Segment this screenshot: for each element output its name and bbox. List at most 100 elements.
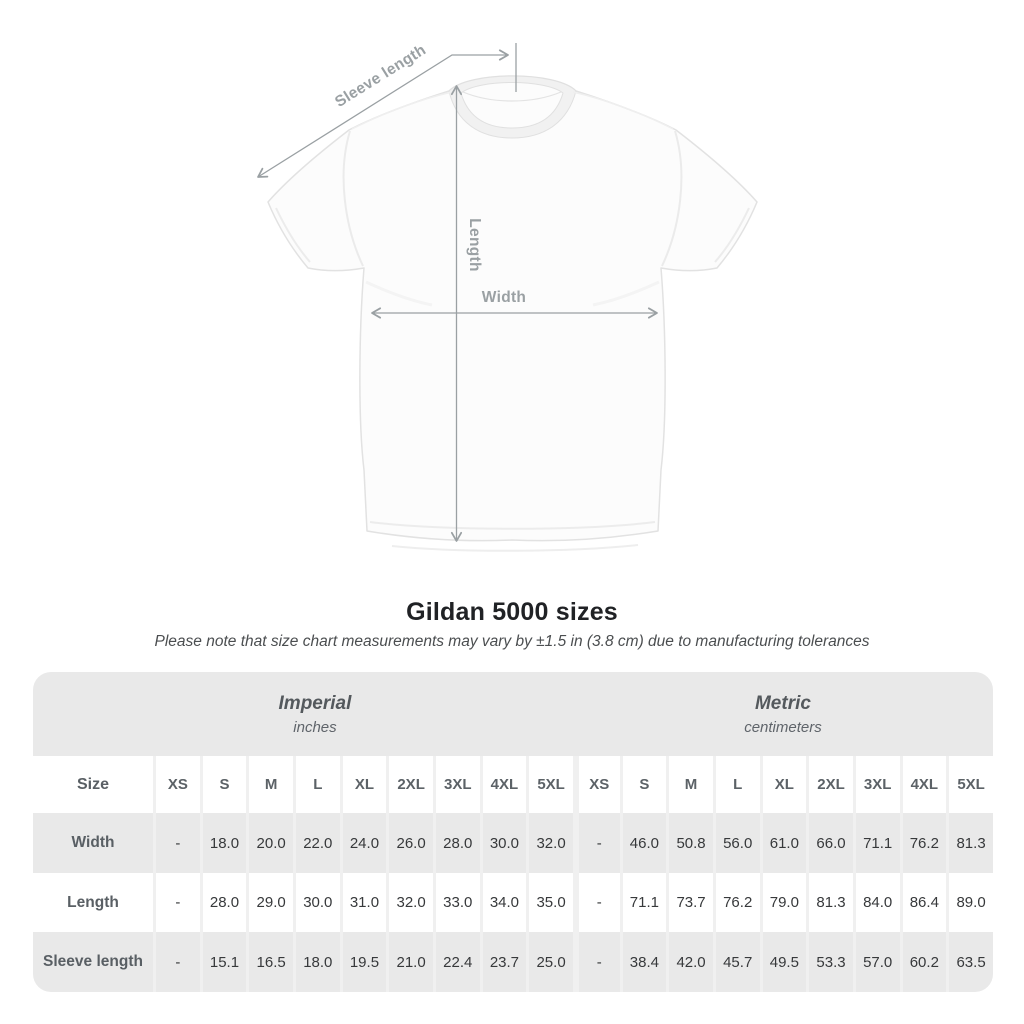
col-header-metric-3xl: 3XL (852, 756, 900, 813)
col-header-size: Size (33, 756, 153, 813)
imperial-label: Imperial (278, 692, 352, 714)
cell-value: 31.0 (339, 873, 387, 932)
cell-value: 32.0 (386, 873, 433, 932)
row-label-sleeve-length: Sleeve length (33, 932, 153, 992)
imperial-unit: inches (293, 718, 337, 736)
size-chart-table: Imperial inches Metric centimeters Size … (33, 672, 993, 992)
cell-value: 35.0 (526, 873, 573, 932)
size-table: Imperial inches Metric centimeters Size … (33, 672, 993, 992)
cell-value: 33.0 (432, 873, 480, 932)
cell-value: 19.5 (339, 932, 387, 992)
cell-value: 15.1 (199, 932, 247, 992)
cell-value: 22.0 (292, 813, 340, 873)
cell-value: 26.0 (386, 813, 433, 873)
cell-value: 50.8 (666, 813, 713, 873)
cell-value: 16.5 (246, 932, 293, 992)
cell-value: - (153, 873, 200, 932)
col-header-imperial-2xl: 2XL (386, 756, 433, 813)
row-label-width: Width (33, 813, 153, 873)
cell-value: 63.5 (946, 932, 993, 992)
cell-value: - (572, 813, 620, 873)
cell-value: 81.3 (806, 873, 853, 932)
cell-value: 25.0 (526, 932, 573, 992)
group-header-imperial: Imperial inches (33, 672, 573, 756)
cell-value: 86.4 (899, 873, 947, 932)
column-header-row: Size XS S M L XL 2XL 3XL 4XL 5XL XS S M … (33, 756, 993, 813)
cell-value: 73.7 (666, 873, 713, 932)
cell-value: 22.4 (432, 932, 480, 992)
group-header-row: Imperial inches Metric centimeters (33, 672, 993, 756)
col-header-imperial-xl: XL (339, 756, 387, 813)
cell-value: 81.3 (946, 813, 993, 873)
cell-value: 21.0 (386, 932, 433, 992)
cell-value: 89.0 (946, 873, 993, 932)
tolerance-note: Please note that size chart measurements… (154, 633, 870, 650)
cell-value: 66.0 (806, 813, 853, 873)
col-header-metric-4xl: 4XL (899, 756, 947, 813)
cell-value: 46.0 (619, 813, 667, 873)
hem-stitch (369, 521, 656, 530)
armhole-seam-right (661, 130, 683, 267)
width-label: Width (482, 289, 526, 306)
cell-value: 79.0 (759, 873, 807, 932)
col-header-metric-l: L (712, 756, 760, 813)
wrinkle-right (592, 280, 660, 307)
cell-value: - (572, 932, 620, 992)
cell-value: 56.0 (712, 813, 760, 873)
row-sleeve-length: Sleeve length - 15.1 16.5 18.0 19.5 21.0… (33, 932, 993, 992)
heading-block: Gildan 5000 sizes Please note that size … (0, 598, 1024, 651)
cell-value: 71.1 (619, 873, 667, 932)
cell-value: 29.0 (246, 873, 293, 932)
cell-value: 71.1 (852, 813, 900, 873)
col-header-imperial-s: S (199, 756, 247, 813)
cell-value: 30.0 (479, 813, 527, 873)
col-header-metric-m: M (666, 756, 713, 813)
cell-value: - (153, 813, 200, 873)
col-header-imperial-xs: XS (153, 756, 200, 813)
cell-value: 30.0 (292, 873, 340, 932)
cell-value: 76.2 (712, 873, 760, 932)
cell-value: - (572, 873, 620, 932)
cell-value: 28.0 (199, 873, 247, 932)
cell-value: 76.2 (899, 813, 947, 873)
col-header-metric-xs: XS (572, 756, 620, 813)
row-width: Width - 18.0 20.0 22.0 24.0 26.0 28.0 30… (33, 813, 993, 873)
cell-value: 53.3 (806, 932, 853, 992)
cell-value: 18.0 (292, 932, 340, 992)
tshirt-diagram: Sleeve length Length Width (257, 41, 758, 552)
row-label-length: Length (33, 873, 153, 932)
row-length: Length - 28.0 29.0 30.0 31.0 32.0 33.0 3… (33, 873, 993, 932)
cell-value: 57.0 (852, 932, 900, 992)
cell-value: 18.0 (199, 813, 247, 873)
cell-value: 28.0 (432, 813, 480, 873)
cell-value: 60.2 (899, 932, 947, 992)
shoulder-seam-right (572, 91, 674, 130)
col-header-metric-5xl: 5XL (946, 756, 993, 813)
metric-label: Metric (754, 692, 811, 714)
cell-value: 61.0 (759, 813, 807, 873)
cuff-stitch-left (275, 207, 311, 263)
cell-value: 38.4 (619, 932, 667, 992)
page-title: Gildan 5000 sizes (406, 598, 618, 626)
cell-value: 84.0 (852, 873, 900, 932)
cell-value: 45.7 (712, 932, 760, 992)
col-header-imperial-5xl: 5XL (526, 756, 573, 813)
cell-value: 24.0 (339, 813, 387, 873)
col-header-metric-2xl: 2XL (806, 756, 853, 813)
cuff-stitch-right (714, 207, 750, 263)
cell-value: 32.0 (526, 813, 573, 873)
col-header-metric-xl: XL (759, 756, 807, 813)
cell-value: - (153, 932, 200, 992)
col-header-imperial-4xl: 4XL (479, 756, 527, 813)
cell-value: 23.7 (479, 932, 527, 992)
cell-value: 42.0 (666, 932, 713, 992)
metric-unit: centimeters (744, 718, 822, 736)
wrinkle-left (365, 280, 433, 307)
hem-shadow (391, 544, 639, 552)
tshirt-outline (267, 75, 758, 542)
cell-value: 20.0 (246, 813, 293, 873)
cell-value: 34.0 (479, 873, 527, 932)
col-header-imperial-m: M (246, 756, 293, 813)
col-header-imperial-l: L (292, 756, 340, 813)
